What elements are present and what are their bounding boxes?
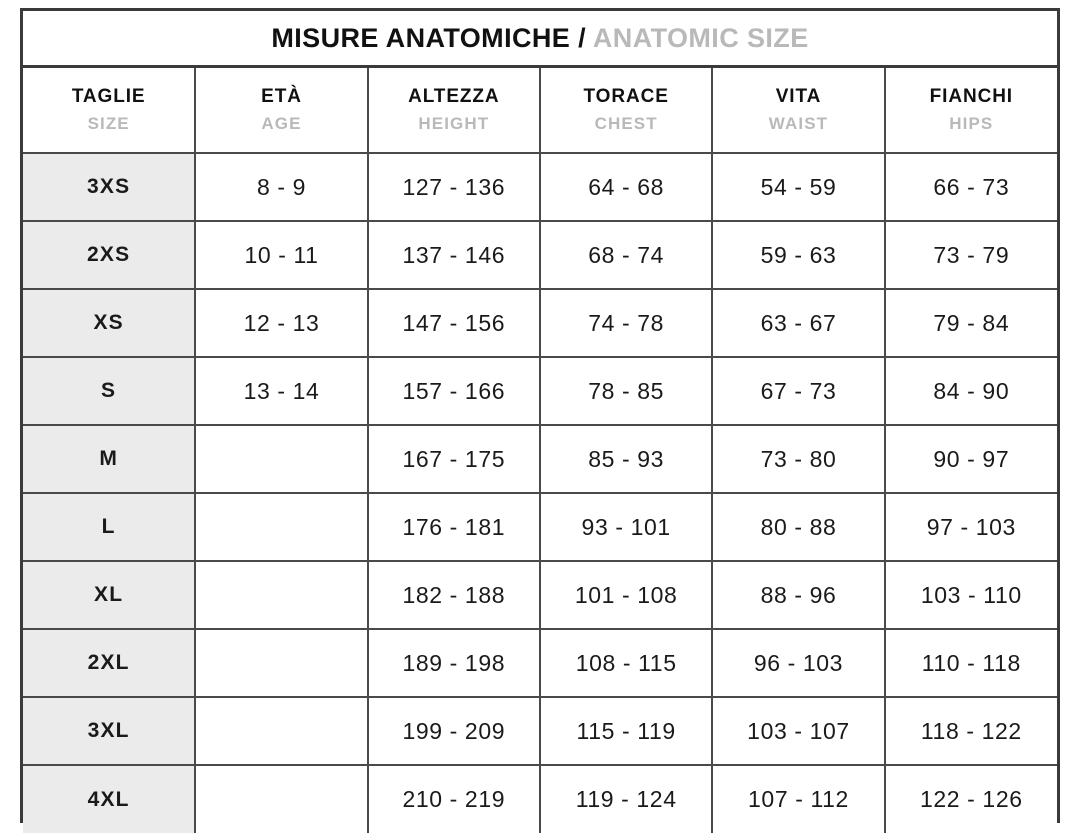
column-header-size: TAGLIE SIZE	[23, 66, 197, 154]
size-chart-container: MISURE ANATOMICHE / ANATOMIC SIZE TAGLIE…	[20, 8, 1060, 833]
title-english: ANATOMIC SIZE	[592, 22, 809, 53]
cell-waist: 59 - 63	[711, 220, 886, 290]
cell-chest: 85 - 93	[538, 424, 714, 494]
table-body: 3XS 8 - 9 127 - 136 64 - 68 54 - 59 66 -…	[23, 152, 1057, 833]
cell-height: 199 - 209	[366, 696, 541, 766]
column-header-height: ALTEZZA HEIGHT	[366, 66, 541, 154]
cell-waist: 96 - 103	[711, 628, 886, 698]
cell-height: 147 - 156	[366, 288, 541, 358]
table-row: M 167 - 175 85 - 93 73 - 80 90 - 97	[23, 424, 1057, 494]
cell-hips: 79 - 84	[883, 288, 1057, 358]
table-row: XS 12 - 13 147 - 156 74 - 78 63 - 67 79 …	[23, 288, 1057, 358]
cell-size: 2XL	[23, 628, 197, 698]
cell-hips: 90 - 97	[883, 424, 1057, 494]
cell-chest: 64 - 68	[538, 152, 714, 222]
table-header: MISURE ANATOMICHE / ANATOMIC SIZE TAGLIE…	[23, 11, 1057, 154]
cell-age: 8 - 9	[194, 152, 369, 222]
cell-chest: 108 - 115	[538, 628, 714, 698]
cell-height: 137 - 146	[366, 220, 541, 290]
cell-age	[194, 492, 369, 562]
column-header-chest: TORACE CHEST	[538, 66, 714, 154]
cell-hips: 97 - 103	[883, 492, 1057, 562]
cell-height: 167 - 175	[366, 424, 541, 494]
cell-chest: 93 - 101	[538, 492, 714, 562]
table-row: 3XL 199 - 209 115 - 119 103 - 107 118 - …	[23, 696, 1057, 766]
column-header-waist-italian: VITA	[775, 85, 822, 107]
cell-size: S	[23, 356, 197, 426]
cell-hips: 122 - 126	[883, 764, 1057, 833]
column-header-age-italian: ETÀ	[261, 85, 302, 107]
column-header-chest-italian: TORACE	[583, 85, 669, 107]
cell-size: 3XL	[23, 696, 197, 766]
column-header-waist: VITA WAIST	[711, 66, 886, 154]
column-header-age-english: AGE	[261, 113, 302, 133]
cell-waist: 103 - 107	[711, 696, 886, 766]
column-header-height-italian: ALTEZZA	[408, 85, 500, 107]
column-header-age: ETÀ AGE	[194, 66, 369, 154]
cell-chest: 68 - 74	[538, 220, 714, 290]
cell-size: 3XS	[23, 152, 197, 222]
column-header-size-italian: TAGLIE	[71, 85, 146, 107]
cell-chest: 119 - 124	[538, 764, 714, 833]
table-row: XL 182 - 188 101 - 108 88 - 96 103 - 110	[23, 560, 1057, 630]
cell-age: 13 - 14	[194, 356, 369, 426]
cell-age	[194, 696, 369, 766]
cell-chest: 78 - 85	[538, 356, 714, 426]
cell-size: XS	[23, 288, 197, 358]
cell-height: 182 - 188	[366, 560, 541, 630]
column-header-hips: FIANCHI HIPS	[883, 66, 1057, 154]
cell-age	[194, 764, 369, 833]
chart-title: MISURE ANATOMICHE / ANATOMIC SIZE	[23, 11, 1057, 68]
cell-height: 157 - 166	[366, 356, 541, 426]
cell-waist: 80 - 88	[711, 492, 886, 562]
cell-size: L	[23, 492, 197, 562]
column-header-row: TAGLIE SIZE ETÀ AGE ALTEZZA HEIGHT TORAC…	[23, 66, 1057, 154]
cell-size: 4XL	[23, 764, 197, 833]
table-row: S 13 - 14 157 - 166 78 - 85 67 - 73 84 -…	[23, 356, 1057, 426]
cell-age	[194, 628, 369, 698]
column-header-hips-italian: FIANCHI	[929, 85, 1013, 107]
cell-hips: 84 - 90	[883, 356, 1057, 426]
cell-waist: 73 - 80	[711, 424, 886, 494]
cell-hips: 118 - 122	[883, 696, 1057, 766]
table-row: 4XL 210 - 219 119 - 124 107 - 112 122 - …	[23, 764, 1057, 833]
column-header-chest-english: CHEST	[594, 113, 658, 133]
anatomic-size-table: MISURE ANATOMICHE / ANATOMIC SIZE TAGLIE…	[23, 11, 1057, 833]
title-separator: /	[578, 22, 586, 53]
cell-hips: 103 - 110	[883, 560, 1057, 630]
table-row: 2XL 189 - 198 108 - 115 96 - 103 110 - 1…	[23, 628, 1057, 698]
cell-waist: 54 - 59	[711, 152, 886, 222]
cell-chest: 115 - 119	[538, 696, 714, 766]
cell-height: 189 - 198	[366, 628, 541, 698]
table-row: 2XS 10 - 11 137 - 146 68 - 74 59 - 63 73…	[23, 220, 1057, 290]
cell-waist: 67 - 73	[711, 356, 886, 426]
column-header-hips-english: HIPS	[949, 113, 994, 133]
cell-size: 2XS	[23, 220, 197, 290]
column-header-height-english: HEIGHT	[418, 113, 490, 133]
column-header-waist-english: WAIST	[768, 113, 829, 133]
table-row: 3XS 8 - 9 127 - 136 64 - 68 54 - 59 66 -…	[23, 152, 1057, 222]
title-italian: MISURE ANATOMICHE	[271, 22, 571, 53]
cell-age: 10 - 11	[194, 220, 369, 290]
cell-waist: 88 - 96	[711, 560, 886, 630]
cell-hips: 73 - 79	[883, 220, 1057, 290]
cell-height: 176 - 181	[366, 492, 541, 562]
cell-waist: 107 - 112	[711, 764, 886, 833]
cell-chest: 101 - 108	[538, 560, 714, 630]
cell-size: M	[23, 424, 197, 494]
cell-height: 210 - 219	[366, 764, 541, 833]
cell-waist: 63 - 67	[711, 288, 886, 358]
table-row: L 176 - 181 93 - 101 80 - 88 97 - 103	[23, 492, 1057, 562]
cell-size: XL	[23, 560, 197, 630]
title-row: MISURE ANATOMICHE / ANATOMIC SIZE	[23, 11, 1057, 68]
cell-hips: 66 - 73	[883, 152, 1057, 222]
column-header-size-english: SIZE	[87, 113, 130, 133]
cell-age	[194, 424, 369, 494]
cell-chest: 74 - 78	[538, 288, 714, 358]
cell-age	[194, 560, 369, 630]
cell-age: 12 - 13	[194, 288, 369, 358]
cell-hips: 110 - 118	[883, 628, 1057, 698]
cell-height: 127 - 136	[366, 152, 541, 222]
